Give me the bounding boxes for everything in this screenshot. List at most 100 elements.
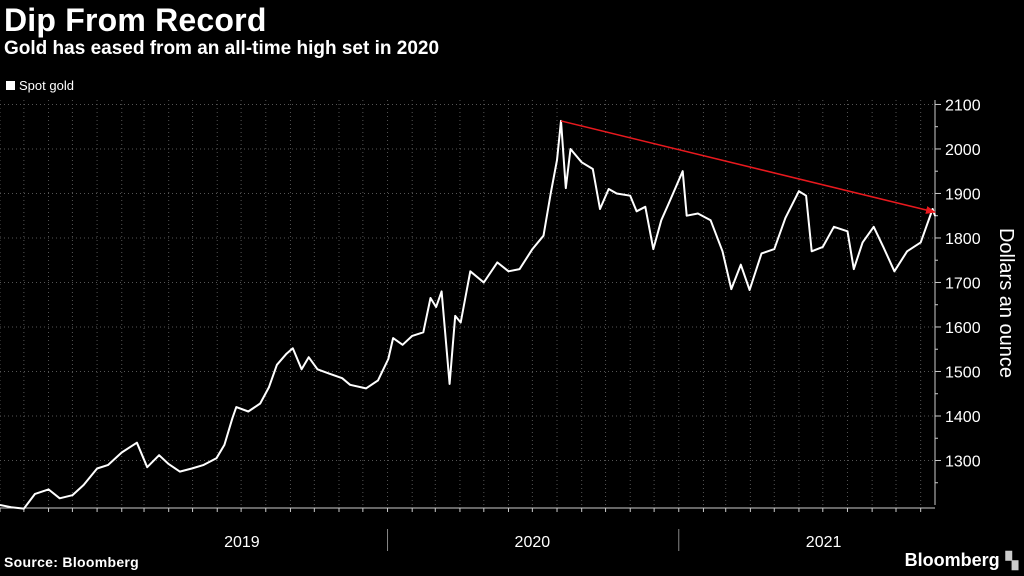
data-point bbox=[580, 161, 583, 164]
data-point bbox=[10, 506, 12, 509]
data-point bbox=[882, 246, 885, 248]
x-tick-label: 2021 bbox=[806, 534, 842, 551]
data-point bbox=[167, 463, 170, 465]
y-tick-label: 1600 bbox=[945, 320, 981, 337]
data-point bbox=[685, 214, 688, 217]
data-point bbox=[300, 368, 303, 371]
gridlines bbox=[0, 100, 935, 505]
data-point bbox=[58, 497, 61, 500]
data-point bbox=[635, 210, 638, 213]
data-point bbox=[507, 270, 510, 273]
data-point bbox=[179, 470, 181, 473]
data-point bbox=[191, 467, 193, 470]
data-point bbox=[599, 208, 601, 210]
data-point bbox=[681, 170, 684, 172]
data-point bbox=[709, 219, 712, 221]
data-point bbox=[259, 402, 262, 405]
data-point bbox=[341, 377, 344, 380]
data-point bbox=[231, 417, 234, 420]
data-point bbox=[906, 250, 908, 253]
brand-mark-icon: ▚ bbox=[1005, 552, 1018, 570]
data-point bbox=[247, 410, 250, 413]
data-point bbox=[435, 306, 437, 308]
data-point bbox=[82, 484, 85, 486]
data-point bbox=[893, 270, 896, 273]
data-point bbox=[223, 444, 226, 446]
data-point bbox=[697, 212, 699, 215]
brand-logo: Bloomberg ▚ bbox=[905, 550, 1018, 571]
trend-arrow bbox=[560, 120, 936, 214]
y-tick-label: 1300 bbox=[945, 453, 981, 470]
data-point bbox=[215, 457, 218, 460]
data-point bbox=[71, 494, 74, 497]
series-line-spot-gold bbox=[0, 119, 936, 510]
data-point bbox=[0, 504, 1, 506]
data-point bbox=[469, 270, 472, 273]
source-note: Source: Bloomberg bbox=[4, 554, 140, 570]
data-point bbox=[798, 190, 800, 192]
data-point bbox=[377, 379, 379, 382]
data-point bbox=[387, 358, 390, 360]
data-point bbox=[459, 321, 462, 324]
y-tick-label: 1400 bbox=[945, 409, 981, 426]
data-point bbox=[872, 226, 875, 228]
data-point bbox=[569, 148, 572, 150]
data-point bbox=[307, 356, 310, 359]
data-point bbox=[440, 290, 443, 293]
data-point bbox=[861, 241, 864, 244]
data-point bbox=[268, 386, 270, 388]
y-tick-label: 1500 bbox=[945, 364, 981, 381]
data-point bbox=[822, 246, 824, 248]
data-point bbox=[644, 206, 647, 208]
data-point bbox=[47, 488, 50, 491]
x-tick-label: 2019 bbox=[224, 534, 260, 551]
data-point bbox=[919, 241, 922, 244]
brand-text: Bloomberg bbox=[904, 550, 1000, 570]
data-point bbox=[328, 372, 331, 375]
series-layer bbox=[0, 119, 936, 510]
data-point bbox=[730, 288, 733, 290]
data-point bbox=[411, 335, 414, 337]
y-tick-label: 1700 bbox=[945, 275, 981, 292]
y-axis-label: Dollars an ounce bbox=[995, 228, 1017, 378]
legend: Spot gold bbox=[6, 78, 74, 93]
data-point bbox=[365, 387, 367, 390]
data-point bbox=[136, 441, 138, 444]
y-tick-label: 2000 bbox=[945, 142, 981, 159]
y-tick-label: 1800 bbox=[945, 231, 981, 248]
data-point bbox=[748, 289, 751, 291]
data-point bbox=[422, 331, 425, 334]
y-tick-label: 1900 bbox=[945, 186, 981, 203]
data-point bbox=[934, 214, 936, 217]
data-point bbox=[846, 230, 849, 233]
data-point bbox=[740, 263, 742, 266]
data-point bbox=[496, 261, 499, 264]
x-tick-label: 2020 bbox=[515, 534, 551, 551]
data-point bbox=[146, 466, 148, 469]
data-point bbox=[34, 493, 36, 495]
data-point bbox=[565, 187, 567, 189]
data-point bbox=[96, 467, 98, 470]
axes: 1300 1400 1500 1600 1700 1800 1900 2000 2100 2019… bbox=[0, 97, 1017, 551]
data-point bbox=[202, 464, 205, 466]
legend-label-spot-gold: Spot gold bbox=[19, 78, 74, 93]
chart-subtitle: Gold has eased from an all-time high set… bbox=[4, 38, 440, 59]
chart-title: Dip From Record bbox=[4, 2, 267, 38]
data-point bbox=[721, 250, 724, 253]
data-point bbox=[401, 344, 404, 346]
data-point bbox=[833, 226, 835, 228]
data-point bbox=[542, 234, 545, 237]
data-point bbox=[784, 217, 787, 219]
data-point bbox=[615, 192, 618, 195]
data-point bbox=[549, 192, 552, 195]
data-point bbox=[760, 252, 763, 255]
data-point bbox=[483, 281, 485, 284]
data-point bbox=[607, 188, 610, 190]
data-point bbox=[316, 368, 319, 371]
data-point bbox=[349, 384, 351, 386]
annotations bbox=[560, 120, 936, 214]
data-point bbox=[805, 194, 807, 197]
data-point bbox=[556, 159, 558, 161]
data-point bbox=[235, 406, 238, 408]
